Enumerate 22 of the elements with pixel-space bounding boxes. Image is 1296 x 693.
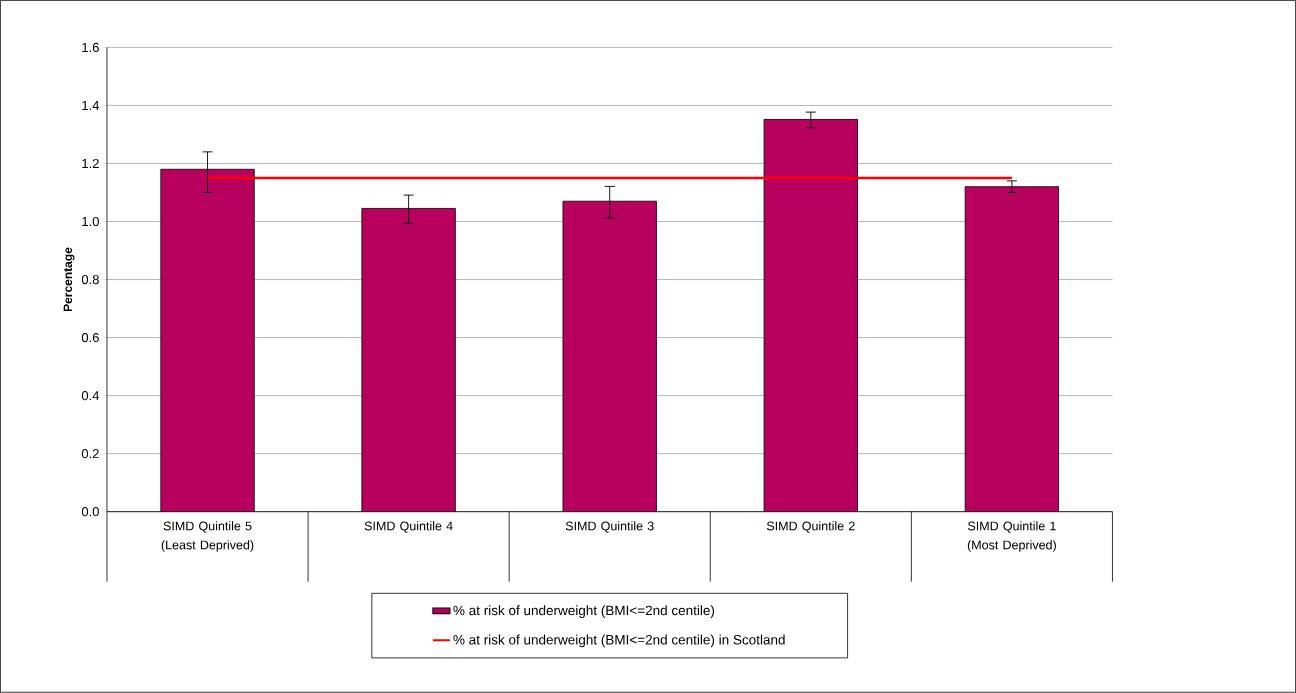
x-tick-label: SIMD Quintile 2 — [766, 521, 855, 533]
y-tick-label: 1.0 — [82, 217, 99, 227]
x-tick-label: SIMD Quintile 3 — [565, 521, 654, 533]
y-tick-label: 0.4 — [81, 391, 100, 401]
bar — [764, 119, 858, 512]
x-tick-label: SIMD Quintile 5 (Least Deprived) — [161, 521, 254, 553]
y-tick-label: 0.8 — [81, 275, 99, 285]
x-tick-label: SIMD Quintile 4 — [364, 521, 453, 533]
bar — [361, 208, 456, 512]
bar — [160, 169, 255, 512]
bar — [562, 201, 657, 512]
y-tick-label: 0.0 — [81, 507, 99, 517]
legend-label: % at risk of underweight (BMI<=2nd centile) — [453, 605, 715, 619]
bar — [964, 186, 1060, 512]
y-axis-title: Percentage — [63, 247, 75, 312]
legend-label: % at risk of underweight (BMI<=2nd centile) in Scotland — [453, 634, 785, 648]
y-tick-label: 1.2 — [82, 159, 99, 169]
y-tick-label: 1.4 — [82, 101, 100, 111]
x-tick-label: SIMD Quintile 1 (Most Deprived) — [967, 521, 1056, 553]
y-tick-label: 0.2 — [81, 449, 99, 459]
y-tick-label: 0.6 — [81, 333, 99, 343]
y-tick-label: 1.6 — [82, 42, 99, 53]
